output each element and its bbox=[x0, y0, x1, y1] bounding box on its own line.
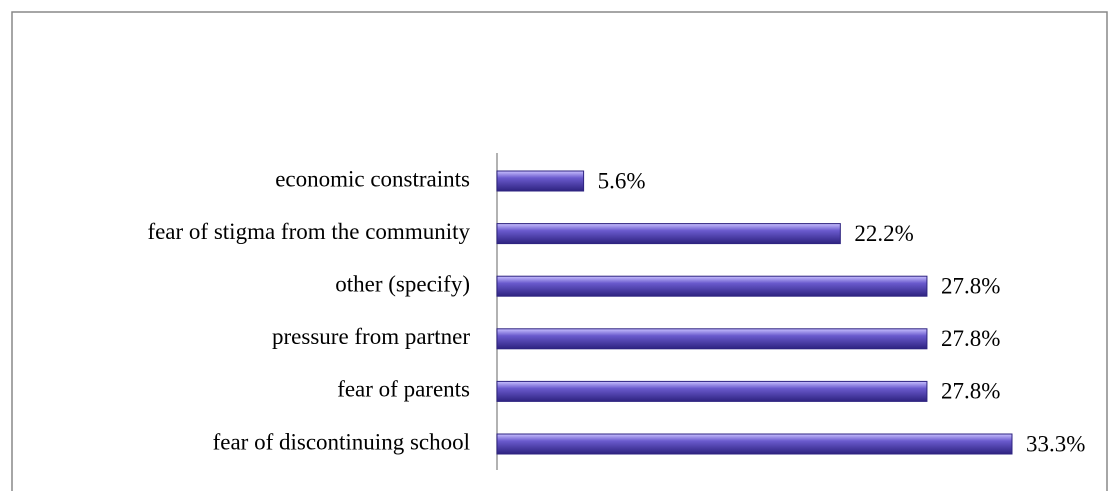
category-label: fear of discontinuing school bbox=[213, 429, 470, 454]
chart-frame bbox=[11, 11, 1108, 491]
category-label: fear of stigma from the community bbox=[147, 219, 470, 244]
value-label: 5.6% bbox=[598, 168, 646, 193]
bar bbox=[496, 170, 585, 192]
value-label: 33.3% bbox=[1026, 431, 1085, 456]
bar bbox=[496, 223, 841, 245]
value-label: 22.2% bbox=[854, 221, 913, 246]
category-label: other (specify) bbox=[335, 271, 470, 296]
bar bbox=[496, 380, 928, 402]
value-label: 27.8% bbox=[941, 326, 1000, 351]
category-label: fear of parents bbox=[337, 377, 470, 402]
value-label: 27.8% bbox=[941, 273, 1000, 298]
bar bbox=[496, 328, 928, 350]
value-label: 27.8% bbox=[941, 379, 1000, 404]
bar bbox=[496, 433, 1013, 455]
category-label: economic constraints bbox=[275, 166, 470, 191]
bar bbox=[496, 275, 928, 297]
category-label: pressure from partner bbox=[272, 324, 470, 349]
